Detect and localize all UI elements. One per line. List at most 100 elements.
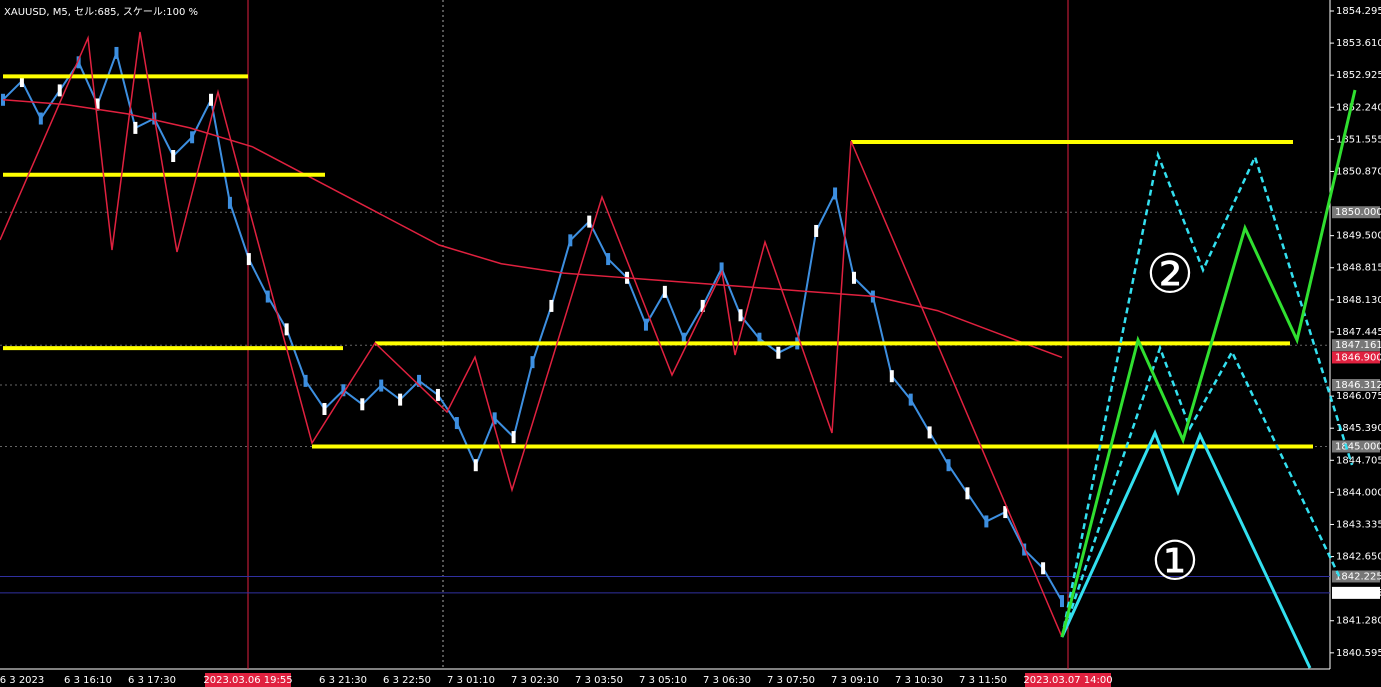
x-tick-label: 7 3 11:50 bbox=[959, 675, 1007, 686]
candle bbox=[549, 299, 554, 312]
price-label: 1846.312 bbox=[1335, 380, 1381, 391]
y-tick-label: 1845.390 bbox=[1336, 423, 1381, 434]
price-label: 1850.000 bbox=[1335, 207, 1381, 218]
candle bbox=[133, 121, 138, 134]
drawing bbox=[1060, 429, 1312, 669]
drawing bbox=[0, 31, 1063, 638]
x-tick-label: 6 3 17:30 bbox=[128, 675, 176, 686]
candle bbox=[587, 215, 592, 228]
candle bbox=[719, 262, 724, 275]
y-tick-label: 1850.870 bbox=[1336, 166, 1381, 177]
candle bbox=[284, 323, 289, 336]
y-tick-label: 1852.925 bbox=[1336, 70, 1381, 81]
price-label-box bbox=[1332, 570, 1380, 583]
candle bbox=[643, 318, 648, 331]
candle bbox=[57, 84, 62, 97]
price-label-box bbox=[1332, 206, 1380, 219]
x-tick-label: 7 3 05:10 bbox=[639, 675, 687, 686]
drawing bbox=[1060, 89, 1357, 638]
y-tick-label: 1853.610 bbox=[1336, 38, 1381, 49]
candle bbox=[398, 393, 403, 406]
candle bbox=[322, 402, 327, 415]
x-tick-label: 7 3 03:50 bbox=[575, 675, 623, 686]
x-tick-label: 7 3 06:30 bbox=[703, 675, 751, 686]
price-label-box bbox=[1332, 440, 1380, 453]
candle bbox=[171, 150, 176, 163]
price-label: 1841.875 bbox=[1335, 588, 1381, 599]
candle bbox=[209, 93, 214, 106]
x-tick-label: 2023.03.06 19:55 bbox=[203, 675, 292, 686]
candle bbox=[681, 332, 686, 345]
time-highlight bbox=[205, 673, 291, 687]
candle bbox=[303, 374, 308, 387]
time-highlight bbox=[1025, 673, 1111, 687]
price-label: 1842.225 bbox=[1335, 571, 1381, 582]
candle bbox=[417, 374, 422, 387]
candle bbox=[473, 459, 478, 472]
annotation: ② bbox=[1146, 243, 1194, 306]
y-tick-label: 1854.295 bbox=[1336, 6, 1381, 17]
candle bbox=[757, 332, 762, 345]
y-tick-label: 1842.650 bbox=[1336, 552, 1381, 563]
price-label: 1845.000 bbox=[1335, 441, 1381, 452]
candle bbox=[95, 98, 100, 111]
y-tick-label: 1852.240 bbox=[1336, 102, 1381, 113]
y-tick-label: 1844.705 bbox=[1336, 455, 1381, 466]
y-tick-label: 1849.500 bbox=[1336, 231, 1381, 242]
candle bbox=[946, 459, 951, 472]
candle bbox=[889, 370, 894, 383]
candle bbox=[984, 515, 989, 528]
x-tick-label: 7 3 10:30 bbox=[895, 675, 943, 686]
candle bbox=[908, 393, 913, 406]
candle bbox=[738, 309, 743, 322]
candle bbox=[19, 75, 24, 88]
price-line bbox=[2, 49, 1063, 602]
x-tick-label: 7 3 01:10 bbox=[447, 675, 495, 686]
candle bbox=[700, 299, 705, 312]
price-label-box bbox=[1332, 339, 1380, 352]
y-tick-label: 1843.335 bbox=[1336, 519, 1381, 530]
price-label-box bbox=[1332, 379, 1380, 392]
x-tick-label: 7 3 02:30 bbox=[511, 675, 559, 686]
y-tick-label: 1847.445 bbox=[1336, 327, 1381, 338]
candle bbox=[76, 56, 81, 69]
candle bbox=[1003, 506, 1008, 519]
candle bbox=[454, 417, 459, 430]
candle bbox=[360, 398, 365, 411]
price-label-box bbox=[1332, 586, 1380, 599]
candle bbox=[492, 412, 497, 425]
candle bbox=[227, 196, 232, 209]
candle bbox=[1060, 595, 1064, 608]
candle bbox=[965, 487, 970, 500]
y-tick-label: 1841.280 bbox=[1336, 616, 1381, 627]
candle bbox=[662, 285, 667, 298]
candle bbox=[833, 187, 838, 200]
candle bbox=[435, 388, 440, 401]
candle bbox=[246, 253, 251, 266]
price-label: 1846.900 bbox=[1335, 352, 1381, 363]
candle bbox=[606, 253, 611, 266]
candle bbox=[776, 346, 781, 359]
candle bbox=[851, 271, 856, 284]
candle bbox=[265, 290, 270, 303]
x-tick-label: 7 3 07:50 bbox=[767, 675, 815, 686]
x-tick-label: 6 3 2023 bbox=[0, 675, 44, 686]
y-tick-label: 1846.075 bbox=[1336, 391, 1381, 402]
candle bbox=[38, 112, 43, 125]
candle bbox=[814, 224, 819, 237]
x-tick-label: 2023.03.07 14:00 bbox=[1023, 675, 1112, 686]
drawing bbox=[1060, 344, 1342, 638]
drawing bbox=[1060, 150, 1354, 638]
y-tick-label: 1840.595 bbox=[1336, 648, 1381, 659]
x-tick-label: 7 3 09:10 bbox=[831, 675, 879, 686]
moving-average bbox=[2, 99, 1063, 359]
candle bbox=[190, 131, 195, 144]
chart-title: XAUUSD, M5, セル:685, スケール:100 % bbox=[4, 6, 198, 18]
candle bbox=[114, 46, 119, 59]
candle bbox=[927, 426, 932, 439]
candle bbox=[511, 431, 516, 444]
candle bbox=[341, 384, 346, 397]
candle bbox=[1041, 562, 1046, 575]
price-label: 1847.161 bbox=[1335, 340, 1381, 351]
